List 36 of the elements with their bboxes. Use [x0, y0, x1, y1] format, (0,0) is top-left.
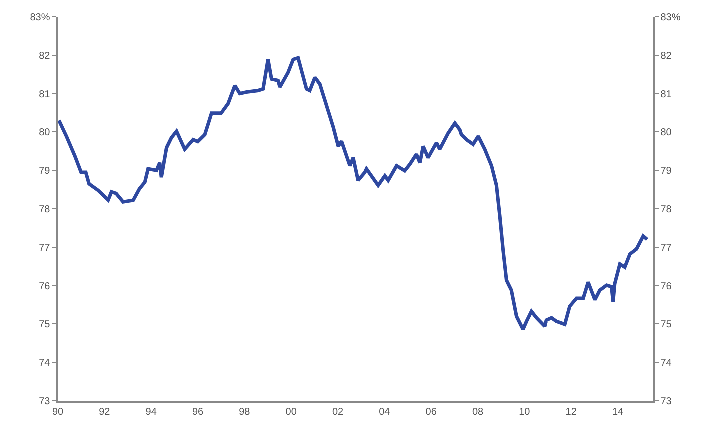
- x-tick-label: 04: [379, 406, 391, 418]
- x-tick-label: 98: [239, 406, 251, 418]
- y-tick-label: 77: [39, 242, 51, 254]
- y2-tick-label: 76: [660, 281, 672, 292]
- y-tick-label: 81: [39, 89, 51, 100]
- y-tick-label: 83%: [30, 12, 50, 24]
- x-tick-label: 06: [426, 406, 438, 418]
- x-tick-label: 92: [99, 406, 111, 418]
- y-tick-label: 76: [39, 281, 51, 292]
- y2-tick-label: 79: [660, 166, 672, 178]
- y2-tick-label: 82: [660, 50, 672, 62]
- x-tick-label: 12: [566, 406, 578, 418]
- y-tick-label: 78: [39, 204, 51, 216]
- y2-tick-label: 73: [660, 396, 672, 408]
- y2-tick-label: 75: [660, 320, 672, 331]
- y-tick-label: 73: [39, 396, 51, 408]
- y2-tick-label: 74: [660, 358, 672, 370]
- x-tick-label: 08: [472, 406, 484, 418]
- y-tick-label: 74: [39, 358, 51, 370]
- y2-tick-label: 80: [660, 128, 672, 139]
- y-tick-label: 75: [39, 320, 51, 331]
- y-tick-label: 82: [39, 50, 51, 62]
- x-tick-label: 94: [146, 406, 158, 418]
- y2-tick-label: 81: [660, 89, 672, 100]
- y-tick-label: 79: [39, 166, 51, 178]
- y-tick-label: 80: [39, 128, 51, 139]
- line-series: [58, 56, 650, 332]
- x-tick-label: 96: [192, 406, 204, 418]
- x-tick-label: 90: [52, 406, 64, 418]
- x-tick-label: 14: [612, 406, 624, 418]
- y2-tick-label: 78: [660, 204, 672, 216]
- y2-tick-label: 83%: [660, 12, 681, 24]
- x-tick-label: 02: [332, 406, 344, 418]
- x-tick-label: 10: [519, 406, 531, 418]
- x-tick-label: 00: [286, 406, 298, 418]
- y2-tick-label: 77: [660, 242, 672, 254]
